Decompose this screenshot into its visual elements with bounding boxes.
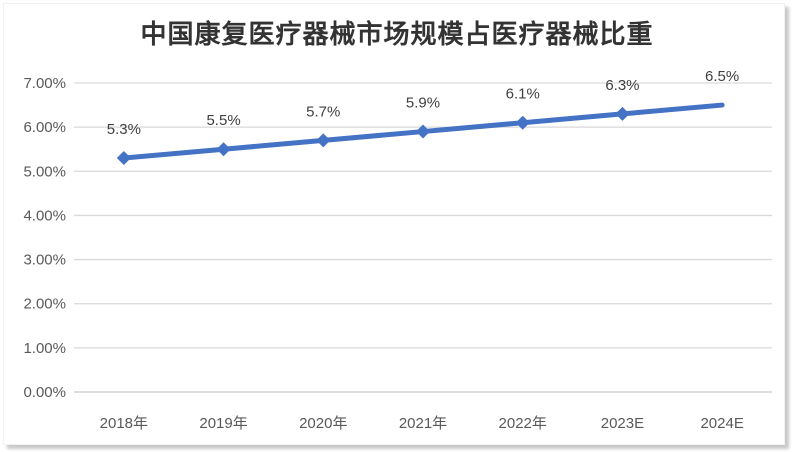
chart-image-background xyxy=(3,3,785,445)
x-axis-tick-label: 2021年 xyxy=(399,415,447,432)
x-axis-tick-label: 2023E xyxy=(601,415,644,432)
data-point-label: 5.5% xyxy=(206,112,240,129)
data-point-label: 6.3% xyxy=(605,77,639,94)
y-axis-tick-label: 4.00% xyxy=(23,207,66,224)
y-axis-tick-label: 2.00% xyxy=(23,296,66,313)
x-axis-tick-label: 2018年 xyxy=(100,415,148,432)
x-axis-tick-label: 2019年 xyxy=(199,415,247,432)
y-axis-tick-label: 6.00% xyxy=(23,119,66,136)
chart-title: 中国康复医疗器械市场规模占医疗器械比重 xyxy=(140,20,654,49)
y-axis-tick-label: 0.00% xyxy=(23,384,66,401)
y-axis-tick-label: 3.00% xyxy=(23,252,66,269)
data-point-marker xyxy=(216,142,231,157)
data-point-marker xyxy=(515,115,530,130)
data-point-label: 5.3% xyxy=(107,121,141,138)
data-point-marker xyxy=(615,106,630,121)
data-point-label: 6.5% xyxy=(705,68,739,85)
data-point-label: 5.9% xyxy=(406,95,440,112)
x-axis-tick-label: 2020年 xyxy=(299,415,347,432)
data-point-label: 6.1% xyxy=(506,86,540,103)
y-axis-tick-label: 1.00% xyxy=(23,340,66,357)
x-axis-tick-label: 2022年 xyxy=(499,415,547,432)
data-point-marker xyxy=(416,124,430,139)
data-point-marker xyxy=(316,133,331,148)
data-point-label: 5.7% xyxy=(306,103,340,120)
y-axis-tick-label: 5.00% xyxy=(23,163,66,180)
data-point-marker xyxy=(116,151,131,166)
x-axis-tick-label: 2024E xyxy=(700,415,743,432)
y-axis-tick-label: 7.00% xyxy=(23,75,66,92)
